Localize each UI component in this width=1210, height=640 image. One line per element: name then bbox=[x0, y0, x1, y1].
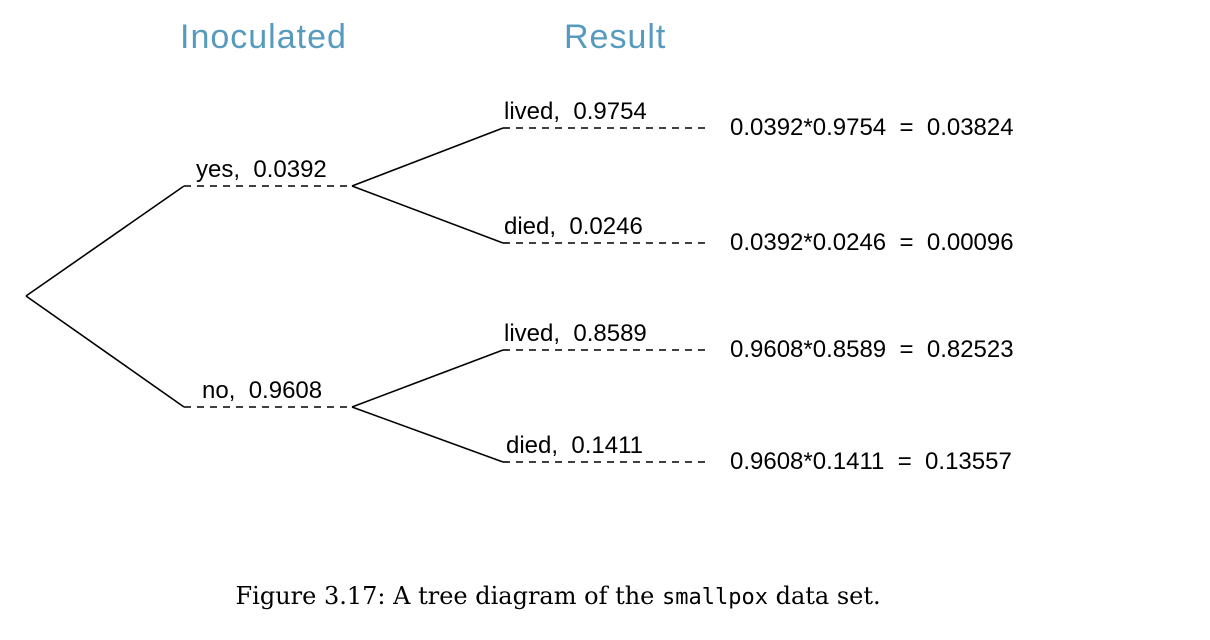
branch-label-no: no, 0.9608 bbox=[202, 377, 323, 404]
column-header-result: Result bbox=[564, 18, 667, 56]
tree-diagram: Inoculated Result yes, 0.0392 no, 0.9608… bbox=[25, 18, 1014, 610]
no-to-died-line bbox=[351, 406, 504, 463]
caption-text-suffix: data set. bbox=[767, 582, 881, 610]
branch-label-yes: yes, 0.0392 bbox=[196, 156, 327, 183]
product-no-died: 0.9608*0.1411 = 0.13557 bbox=[730, 448, 1012, 475]
outcome-label-yes-lived: lived, 0.9754 bbox=[504, 98, 647, 125]
caption-text: Figure 3.17: A tree diagram of the bbox=[235, 582, 663, 610]
outcome-label-yes-died: died, 0.0246 bbox=[504, 213, 643, 240]
root-to-yes-line bbox=[25, 185, 185, 297]
product-no-lived: 0.9608*0.8589 = 0.82523 bbox=[730, 336, 1014, 363]
column-header-inoculated: Inoculated bbox=[180, 18, 347, 56]
caption-code-smallpox: smallpox bbox=[662, 585, 768, 610]
outcome-label-no-died: died, 0.1411 bbox=[506, 432, 644, 459]
tree-lines-svg bbox=[25, 127, 710, 463]
outcome-label-no-lived: lived, 0.8589 bbox=[504, 320, 647, 347]
no-to-lived-line bbox=[351, 349, 504, 408]
figure-caption: Figure 3.17: A tree diagram of the small… bbox=[205, 554, 881, 640]
yes-to-died-line bbox=[351, 185, 504, 244]
product-yes-lived: 0.0392*0.9754 = 0.03824 bbox=[730, 114, 1014, 141]
product-yes-died: 0.0392*0.0246 = 0.00096 bbox=[730, 229, 1014, 256]
root-to-no-line bbox=[25, 295, 185, 408]
yes-to-lived-line bbox=[351, 127, 504, 187]
